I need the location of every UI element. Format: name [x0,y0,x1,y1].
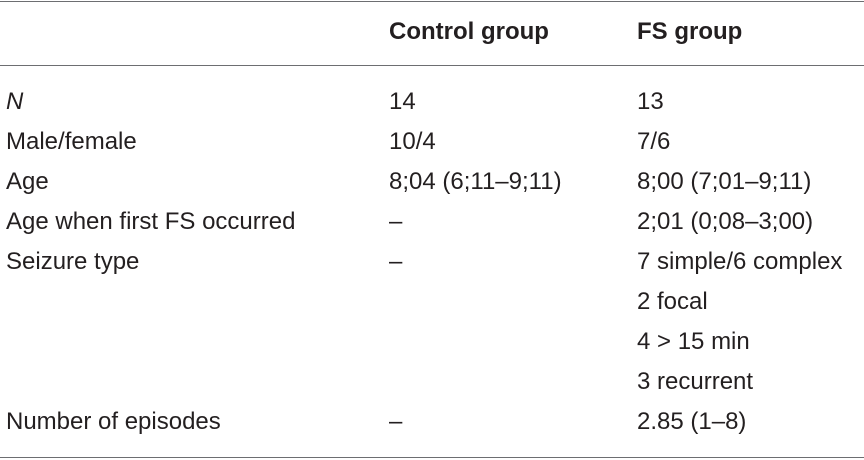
table-header-rule [0,65,864,66]
header-fs-group: FS group [637,18,743,45]
cell-control-male-female: 10/4 [389,128,436,155]
row-label-number-of-episodes: Number of episodes [6,408,221,435]
row-label-male-female: Male/female [6,128,137,155]
cell-fs-male-female: 7/6 [637,128,671,155]
row-label-age-first-fs: Age when first FS occurred [6,208,296,235]
cell-control-age-first-fs: – [389,208,403,235]
table-top-rule [0,1,864,2]
cell-control-age: 8;04 (6;11–9;11) [389,168,562,195]
table-bottom-rule [0,457,864,458]
cell-fs-age: 8;00 (7;01–9;11) [637,168,812,195]
cell-fs-seizure-focal: 2 focal [637,288,708,315]
cell-fs-seizure-duration: 4 > 15 min [637,328,750,355]
cell-control-n: 14 [389,88,416,115]
cell-control-number-of-episodes: – [389,408,403,435]
row-label-seizure-type: Seizure type [6,248,140,275]
cell-fs-number-of-episodes: 2.85 (1–8) [637,408,747,435]
cell-fs-n: 13 [637,88,664,115]
header-control-group: Control group [389,18,549,45]
cell-fs-seizure-recurrent: 3 recurrent [637,368,754,395]
row-label-n: N [6,88,24,115]
cell-fs-age-first-fs: 2;01 (0;08–3;00) [637,208,814,235]
row-label-age: Age [6,168,49,195]
cell-control-seizure-type: – [389,248,403,275]
cell-fs-seizure-type: 7 simple/6 complex [637,248,843,275]
